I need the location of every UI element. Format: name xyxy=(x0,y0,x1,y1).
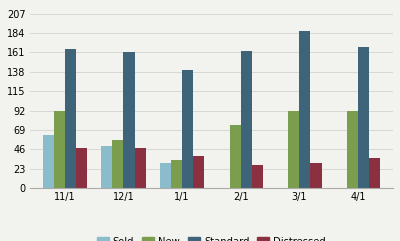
Bar xyxy=(124,52,135,188)
Bar xyxy=(369,158,380,188)
Bar xyxy=(135,147,146,188)
Bar xyxy=(252,165,263,188)
Bar xyxy=(230,125,241,188)
Bar xyxy=(101,146,112,188)
Bar xyxy=(65,49,76,188)
Bar xyxy=(358,47,369,188)
Bar xyxy=(241,51,252,188)
Bar xyxy=(43,135,54,188)
Bar xyxy=(182,70,193,188)
Bar xyxy=(171,160,182,188)
Bar xyxy=(347,111,358,188)
Bar xyxy=(112,140,124,188)
Bar xyxy=(193,156,204,188)
Bar xyxy=(160,163,171,188)
Bar xyxy=(54,111,65,188)
Bar xyxy=(310,163,322,188)
Bar xyxy=(299,31,310,188)
Legend: Sold, New, Standard, Distressed: Sold, New, Standard, Distressed xyxy=(93,233,330,241)
Bar xyxy=(288,111,299,188)
Bar xyxy=(76,147,87,188)
